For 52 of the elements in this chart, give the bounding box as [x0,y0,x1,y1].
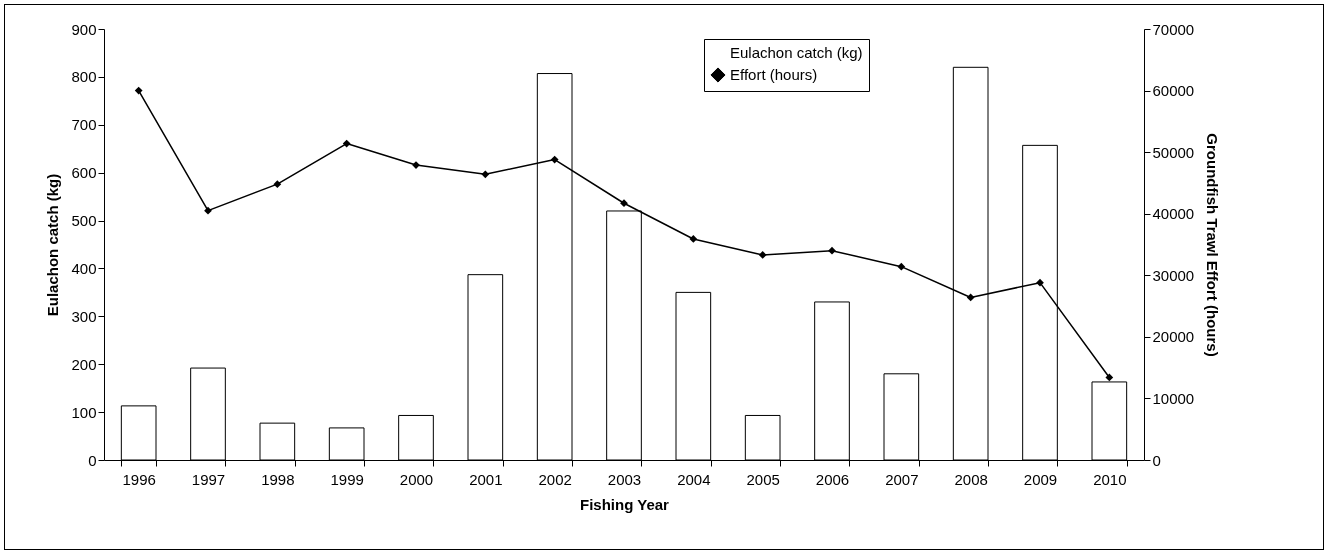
point [204,206,212,215]
y-tick-label: 500 [71,212,97,230]
x-tick-label: 2007 [885,470,919,488]
y-tick-label: 700 [71,116,97,134]
x-tick-label: 1997 [191,470,226,488]
x-tick-label: 2002 [538,470,572,488]
y-tick-label: 600 [71,164,97,182]
y-tick-label: 400 [71,259,97,277]
point [342,139,351,148]
x-tick-label: 2010 [1093,470,1127,488]
y-tick-label: 100 [71,403,97,421]
point [897,262,906,271]
x-tick-label: 1996 [122,470,156,488]
y2-tick-label: 50000 [1152,143,1195,161]
point [1036,278,1044,287]
point [828,246,836,255]
x-tick-label: 1998 [261,470,295,488]
point [758,251,767,259]
x-tick-label: 2006 [815,470,850,488]
point [481,170,490,179]
x-tick-label: 2003 [607,470,642,488]
y2-tick-label: 10000 [1152,389,1195,407]
y-tick-label: 200 [71,355,97,373]
point [273,180,282,189]
point [620,199,628,208]
y-tick-label: 300 [71,307,97,325]
x-axis-title: Fishing Year [580,495,670,513]
point [134,86,143,95]
point [1105,373,1114,382]
text: Eulachon catch (kg) [730,44,863,61]
y2-tick-label: 0 [1152,451,1161,469]
y2-tick-label: 20000 [1152,328,1195,346]
x-tick-label: 2004 [677,470,711,488]
point [550,155,559,164]
y2-tick-label: 60000 [1152,82,1195,100]
y-tick-label: 0 [88,451,97,469]
y2-tick-label: 70000 [1152,20,1195,38]
x-tick-label: 2009 [1023,470,1058,488]
point [966,293,975,302]
y-tick-label: 800 [71,68,97,86]
point [689,235,698,243]
x-tick-label: 1999 [330,470,364,488]
y2-tick-label: 30000 [1152,266,1195,284]
x-tick-label: 2005 [746,470,780,488]
x-tick-label: 2001 [469,470,503,488]
y2-axis-title: Groundfish Trawl Effort (hours) [1204,133,1222,357]
legend-label: Effort (hours) [730,66,818,83]
x-tick-label: 2008 [954,470,988,488]
x-tick-label: 2000 [399,470,434,488]
y-axis-title: Eulachon catch (kg) [44,173,62,317]
y2-tick-label: 40000 [1152,205,1195,223]
y-tick-label: 900 [71,20,97,38]
